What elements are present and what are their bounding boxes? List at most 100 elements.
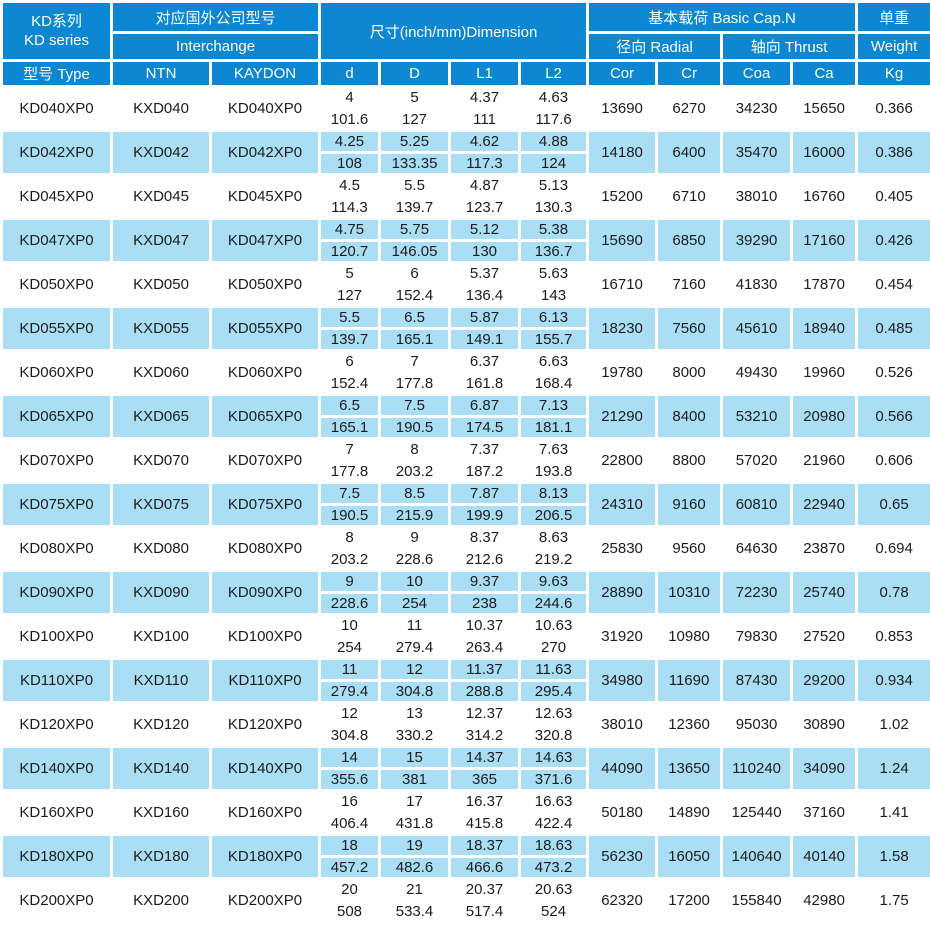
cell-ca: 21960	[790, 437, 859, 484]
cell-ca: 20980	[790, 393, 859, 440]
cell-d-inch: 5.5	[318, 305, 382, 330]
cell-L2-inch: 12.63	[518, 701, 590, 726]
cell-coa: 110240	[720, 745, 794, 792]
cell-kaydon: KD040XP0	[208, 85, 322, 132]
cell-ntn: KXD140	[110, 745, 212, 792]
cell-kaydon: KD140XP0	[208, 745, 322, 792]
cell-L2-inch: 6.13	[518, 305, 590, 330]
cell-ntn: KXD050	[110, 261, 212, 308]
cell-D-mm: 228.6	[378, 547, 452, 572]
cell-cor: 44090	[586, 745, 659, 792]
cell-cr: 7560	[655, 305, 724, 352]
cell-d-inch: 4.5	[318, 173, 382, 198]
cell-L1-mm: 517.4	[448, 899, 522, 924]
cell-L2-mm: 422.4	[518, 811, 590, 836]
table-row: 279.4 304.8 288.8 295.4	[2, 679, 930, 704]
cell-ca: 37160	[790, 789, 859, 836]
cell-L2-mm: 473.2	[518, 855, 590, 880]
header-col-cor: Cor	[586, 59, 659, 88]
header-dimension: 尺寸(inch/mm)Dimension	[318, 0, 590, 62]
cell-D-inch: 6	[378, 261, 452, 286]
table-row: 355.6 381 365 371.6	[2, 767, 930, 792]
cell-L1-inch: 4.37	[448, 85, 522, 110]
cell-ntn: KXD090	[110, 569, 212, 616]
cell-D-mm: 381	[378, 767, 452, 792]
header-col-ntn: NTN	[110, 59, 212, 88]
cell-ntn: KXD100	[110, 613, 212, 660]
cell-type: KD065XP0	[0, 393, 113, 440]
cell-D-inch: 8	[378, 437, 452, 462]
cell-L1-inch: 4.87	[448, 173, 522, 198]
header-basic-cap: 基本载荷 Basic Cap.N	[586, 0, 859, 34]
table-row: KD100XP0 KXD100 KD100XP0 10 11 10.37 10.63 3192…	[0, 613, 930, 660]
cell-D-mm: 165.1	[378, 327, 452, 352]
cell-kaydon: KD160XP0	[208, 789, 322, 836]
cell-kaydon: KD055XP0	[208, 305, 322, 352]
cell-coa: 35470	[720, 129, 794, 176]
cell-cor: 31920	[586, 613, 659, 660]
cell-d-inch: 12	[318, 701, 382, 726]
cell-coa: 125440	[720, 789, 794, 836]
cell-ntn: KXD080	[110, 525, 212, 572]
cell-cor: 16710	[586, 261, 659, 308]
cell-d-mm: 101.6	[318, 107, 382, 132]
cell-ca: 27520	[790, 613, 859, 660]
cell-cr: 14890	[655, 789, 724, 836]
cell-L2-inch: 8.63	[518, 525, 590, 550]
cell-L1-mm: 263.4	[448, 635, 522, 660]
header-col-L1: L1	[448, 59, 522, 88]
cell-type: KD140XP0	[0, 745, 113, 792]
table-row: 152.4 177.8 161.8 168.4	[2, 371, 930, 396]
cell-ntn: KXD045	[110, 173, 212, 220]
cell-coa: 87430	[720, 657, 794, 704]
cell-L2-mm: 219.2	[518, 547, 590, 572]
table-row: 457.2 482.6 466.6 473.2	[2, 855, 930, 880]
cell-L1-inch: 9.37	[448, 569, 522, 594]
header-interchange-en: Interchange	[109, 31, 322, 62]
cell-D-inch: 7.5	[378, 393, 452, 418]
cell-kaydon: KD100XP0	[208, 613, 322, 660]
table-row: 101.6 127 111 117.6	[2, 107, 930, 132]
cell-L1-mm: 288.8	[448, 679, 522, 704]
cell-L2-mm: 371.6	[518, 767, 590, 792]
cell-d-inch: 4.25	[318, 129, 382, 154]
cell-ca: 42980	[790, 877, 859, 924]
cell-D-inch: 11	[378, 613, 452, 638]
cell-D-mm: 254	[378, 591, 452, 616]
cell-d-mm: 203.2	[318, 547, 382, 572]
cell-L2-inch: 20.63	[518, 877, 590, 902]
header-col-kg: Kg	[855, 59, 930, 88]
cell-L1-mm: 365	[448, 767, 522, 792]
header-row-1: KD系列 KD series 对应国外公司型号 尺寸(inch/mm)Dimen…	[0, 0, 930, 62]
cell-L1-inch: 8.37	[448, 525, 522, 550]
cell-D-mm: 190.5	[378, 415, 452, 440]
cell-L1-inch: 16.37	[448, 789, 522, 814]
cell-cr: 16050	[655, 833, 724, 880]
cell-cr: 7160	[655, 261, 724, 308]
cell-kaydon: KD080XP0	[208, 525, 322, 572]
table-row: 120.7 146.05 130 136.7	[2, 239, 930, 264]
cell-d-mm: 406.4	[318, 811, 382, 836]
table-row: KD047XP0 KXD047 KD047XP0 4.75 5.75 5.12 5.38 15…	[0, 217, 930, 264]
cell-kg: 0.454	[855, 261, 930, 308]
header-col-coa: Coa	[720, 59, 794, 88]
cell-L1-inch: 5.12	[448, 217, 522, 242]
table-body: KD040XP0 KXD040 KD040XP0 4 5 4.37 4.63 13690 627…	[0, 85, 930, 924]
cell-L1-inch: 6.87	[448, 393, 522, 418]
cell-kg: 0.485	[855, 305, 930, 352]
cell-ntn: KXD055	[110, 305, 212, 352]
table-row: KD080XP0 KXD080 KD080XP0 8 9 8.37 8.63 25830 956…	[0, 525, 930, 572]
cell-D-mm: 152.4	[378, 283, 452, 308]
table-row: KD090XP0 KXD090 KD090XP0 9 10 9.37 9.63 28890 10…	[0, 569, 930, 616]
cell-cr: 10310	[655, 569, 724, 616]
table-row: KD075XP0 KXD075 KD075XP0 7.5 8.5 7.87 8.13 2431…	[0, 481, 930, 528]
table-row: 165.1 190.5 174.5 181.1	[2, 415, 930, 440]
cell-coa: 34230	[720, 85, 794, 132]
cell-D-inch: 12	[378, 657, 452, 682]
cell-ntn: KXD047	[110, 217, 212, 264]
cell-d-mm: 190.5	[318, 503, 382, 528]
table-row: 114.3 139.7 123.7 130.3	[2, 195, 930, 220]
cell-coa: 39290	[720, 217, 794, 264]
cell-D-mm: 203.2	[378, 459, 452, 484]
